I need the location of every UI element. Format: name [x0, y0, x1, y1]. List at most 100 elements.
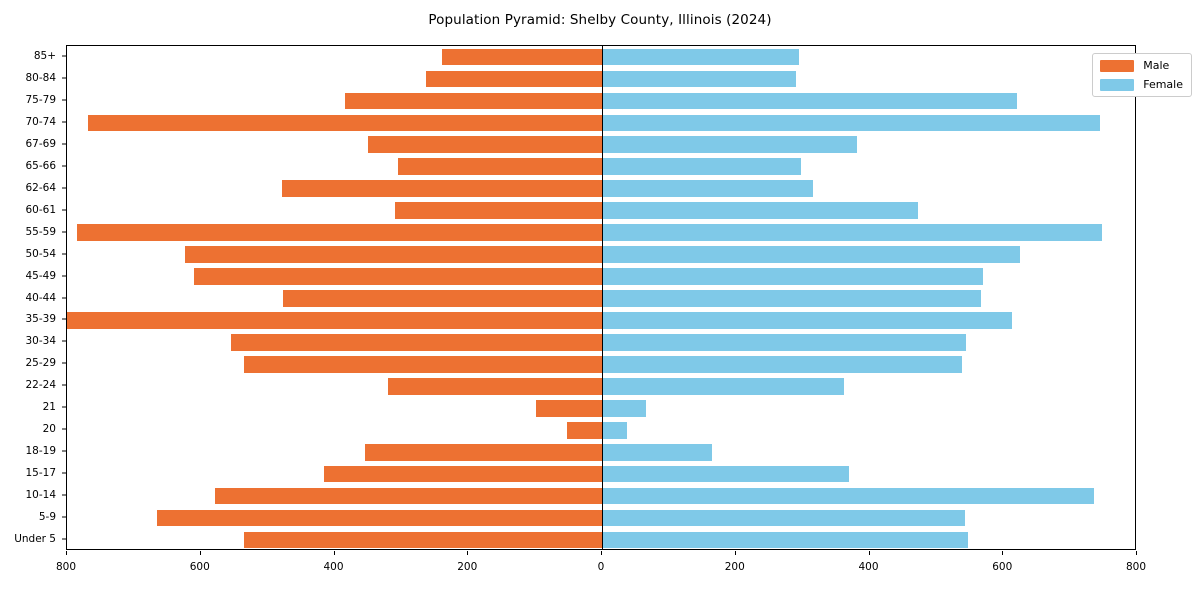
bar-female-55-59 — [602, 224, 1103, 241]
y-tick-label: 75-79 — [25, 93, 56, 106]
bar-male-30-34 — [230, 334, 602, 351]
y-tick-label: Under 5 — [14, 533, 56, 546]
bar-female-5-9 — [602, 509, 966, 527]
y-tick-mark — [62, 209, 66, 211]
bar-male-25-29 — [244, 356, 602, 373]
y-tick-mark — [62, 99, 66, 101]
bar-male-10-14 — [215, 487, 602, 505]
y-tick-label: 30-34 — [25, 335, 56, 348]
bar-female-80-84 — [602, 70, 796, 88]
x-tick-mark — [467, 551, 469, 555]
bar-male-45-49 — [194, 268, 602, 285]
y-tick-mark — [62, 297, 66, 298]
bar-female-21 — [602, 399, 647, 417]
x-tick-label: 600 — [992, 561, 1013, 573]
bar-female-85- — [602, 48, 799, 66]
x-tick-mark — [1136, 551, 1137, 555]
y-tick-mark — [62, 275, 66, 277]
y-tick-label: 25-29 — [25, 357, 56, 370]
y-tick-label: 18-19 — [25, 445, 56, 458]
bar-male-50-54 — [185, 246, 602, 263]
bar-row — [67, 114, 1135, 132]
y-tick-label: 35-39 — [25, 313, 56, 326]
y-tick-label: 65-66 — [25, 159, 56, 172]
bar-male-80-84 — [426, 70, 602, 88]
bar-female-70-74 — [602, 114, 1101, 132]
bar-row — [67, 377, 1135, 395]
y-tick-label: 20 — [42, 423, 56, 436]
y-tick-mark — [62, 121, 66, 123]
zero-axis-line — [602, 46, 603, 549]
x-tick-label: 800 — [1125, 561, 1147, 573]
y-tick-mark — [62, 494, 66, 496]
y-tick-mark — [62, 77, 66, 79]
bar-female-25-29 — [602, 356, 963, 373]
bar-row — [67, 356, 1135, 373]
x-tick-label: 400 — [323, 561, 344, 573]
y-tick-label: 21 — [42, 401, 56, 414]
y-tick-label: 5-9 — [38, 511, 56, 524]
x-tick-label: 200 — [457, 561, 478, 573]
x-tick-mark — [66, 551, 67, 555]
y-tick-mark — [62, 362, 66, 364]
bar-row — [67, 399, 1135, 417]
y-tick-mark — [62, 231, 66, 233]
x-tick-mark — [1002, 551, 1004, 555]
bar-row — [67, 465, 1135, 483]
y-tick-mark — [62, 450, 66, 452]
x-tick-mark — [734, 551, 736, 555]
bar-female-62-64 — [602, 180, 813, 198]
plot-area — [66, 45, 1136, 550]
bar-row — [67, 224, 1135, 241]
x-axis: 800 600 400 200 0 200 400 600 800 — [56, 551, 1146, 591]
bar-female-18-19 — [602, 443, 712, 461]
y-tick-label: 22-24 — [25, 379, 56, 392]
y-tick-mark — [62, 472, 66, 474]
x-tick-mark — [333, 551, 335, 555]
y-tick-label: 15-17 — [25, 467, 56, 480]
bar-female-10-14 — [602, 487, 1094, 505]
bar-male-85- — [441, 48, 602, 66]
y-tick-mark — [62, 165, 66, 167]
bar-row — [67, 246, 1135, 263]
bar-female-30-34 — [602, 334, 967, 351]
y-tick-mark — [62, 538, 66, 540]
bar-male-15-17 — [324, 465, 602, 483]
y-tick-label: 50-54 — [25, 247, 56, 260]
bar-row — [67, 136, 1135, 154]
bar-row — [67, 268, 1135, 285]
y-tick-label: 67-69 — [25, 137, 56, 150]
bar-male-22-24 — [388, 377, 602, 395]
bar-row — [67, 334, 1135, 351]
bar-row — [67, 421, 1135, 439]
y-tick-mark — [62, 340, 66, 342]
y-tick-label: 55-59 — [25, 225, 56, 238]
bar-female-67-69 — [602, 136, 858, 154]
legend-label: Male — [1143, 59, 1170, 72]
legend-label: Female — [1143, 78, 1183, 91]
bar-male-40-44 — [283, 290, 602, 307]
y-tick-mark — [62, 406, 66, 408]
legend: Male Female — [1092, 53, 1192, 97]
y-tick-label: 45-49 — [25, 269, 56, 282]
legend-swatch-female — [1100, 78, 1135, 91]
bar-row — [67, 70, 1135, 88]
bar-row — [67, 443, 1135, 461]
bar-male-18-19 — [365, 443, 602, 461]
y-tick-mark — [62, 384, 66, 386]
y-tick-mark — [62, 516, 66, 518]
legend-entry-female[interactable]: Female — [1100, 78, 1183, 91]
x-tick-label: 200 — [724, 561, 745, 573]
bar-female-35-39 — [602, 312, 1012, 329]
y-tick-label: 85+ — [33, 49, 56, 62]
bar-female-40-44 — [602, 290, 982, 307]
legend-entry-male[interactable]: Male — [1100, 59, 1183, 72]
x-tick-mark — [868, 551, 870, 555]
bars-layer — [67, 46, 1135, 549]
y-tick-mark — [62, 143, 66, 145]
x-tick-label: 0 — [597, 561, 605, 573]
bar-male-35-39 — [67, 312, 602, 329]
bar-male-62-64 — [282, 180, 602, 198]
y-tick-mark — [62, 428, 66, 430]
